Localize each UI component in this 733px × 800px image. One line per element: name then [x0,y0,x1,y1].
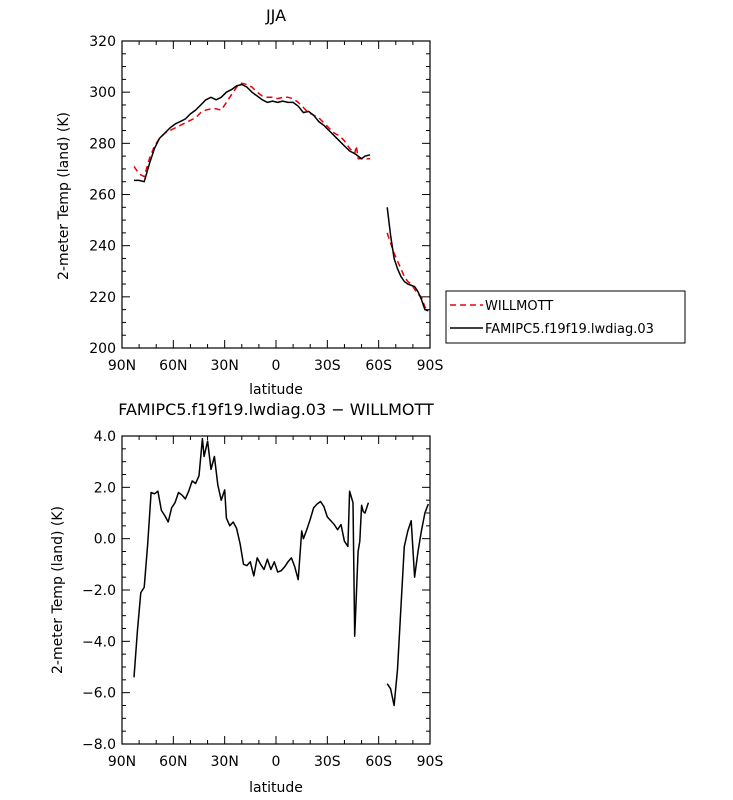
bottom-y-axis-label: 2-meter Temp (land) (K) [50,506,66,674]
bottom-x-tick-label: 90N [108,754,136,770]
top-line-willmott-segment-1 [133,82,371,178]
bottom-plot-area: 90N 60N 30N 0 30S 60S 90S −8.0 −6.0 −4.0 −2.0 0.0 2.… [82,429,443,770]
bottom-x-tick-label: 30N [211,754,239,770]
legend: WILLMOTT FAMIPC5.f19f19.lwdiag.03 [445,290,686,344]
top-x-tick-label: 60S [365,358,392,374]
bottom-x-tick-label: 0 [272,754,281,770]
bottom-chart-title: FAMIPC5.f19f19.lwdiag.03 − WILLMOTT [118,400,434,419]
top-x-tick-label: 0 [272,358,281,374]
bottom-y-tick-label: 4.0 [94,429,116,445]
top-x-tick-label: 30N [211,358,239,374]
bottom-y-tick-label: −4.0 [82,634,116,650]
bottom-panel: FAMIPC5.f19f19.lwdiag.03 − WILLMOTT 90N 6… [50,400,443,796]
legend-label-famipc5: FAMIPC5.f19f19.lwdiag.03 [485,322,654,337]
top-y-tick-label: 320 [89,34,116,50]
bottom-x-tick-label: 90S [417,754,444,770]
top-y-tick-label: 240 [89,239,116,255]
bottom-y-tick-label: 0.0 [94,532,116,548]
bottom-x-axis-label: latitude [249,780,303,796]
top-y-tick-label: 280 [89,136,116,152]
top-x-tick-label: 90S [417,358,444,374]
bottom-x-tick-label: 30S [314,754,341,770]
top-plot-area: 90N 60N 30N 0 30S 60S 90S 200 220 240 260 280 300 320 [89,34,443,374]
top-x-axis-label: latitude [249,382,303,398]
bottom-y-tick-label: −2.0 [82,583,116,599]
top-y-tick-label: 200 [89,341,116,357]
top-y-tick-label: 300 [89,85,116,101]
top-y-tick-label: 220 [89,290,116,306]
bottom-plot-frame [121,435,431,745]
top-plot-frame [121,40,431,349]
bottom-line-series-0-segment-1 [133,437,370,678]
top-x-tick-label: 30S [314,358,341,374]
top-x-tick-label: 60N [159,358,187,374]
top-line-willmott-segment-2 [386,232,429,311]
top-x-tick-label: 90N [108,358,136,374]
bottom-x-tick-label: 60S [365,754,392,770]
legend-label-willmott: WILLMOTT [485,299,553,314]
top-line-famipc5-f19f19-lwdiag-03-segment-2 [386,207,429,312]
bottom-y-tick-label: 2.0 [94,480,116,496]
bottom-y-tick-label: −8.0 [82,737,116,753]
bottom-line-series-0-segment-2 [386,503,430,707]
bottom-y-tick-label: −6.0 [82,686,116,702]
bottom-x-tick-label: 60N [159,754,187,770]
top-panel: JJA 90N 60N 30N 0 30S 60S 90S 200 220 240 260 280 30… [56,6,443,398]
top-line-famipc5-f19f19-lwdiag-03-segment-1 [134,83,371,183]
top-y-tick-label: 260 [89,188,116,204]
top-y-axis-label: 2-meter Temp (land) (K) [56,112,72,280]
top-chart-title: JJA [265,6,286,25]
legend-box [445,290,686,344]
